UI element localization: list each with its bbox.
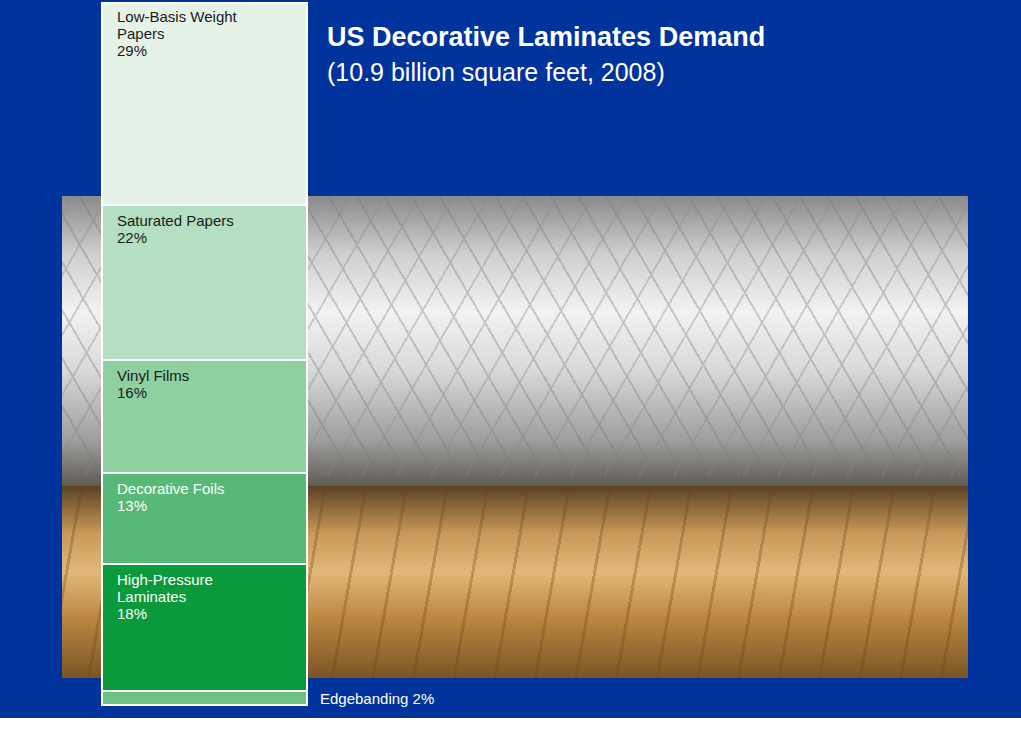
outside-label: Edgebanding 2% (320, 690, 434, 708)
value-label: 13% (117, 497, 242, 514)
title: US Decorative Laminates Demand (327, 22, 765, 53)
segment-label: Decorative Foils13% (117, 480, 242, 514)
value-label: 2% (413, 690, 435, 707)
value-label: 16% (117, 384, 242, 401)
series-name: Decorative Foils (117, 480, 242, 497)
series-name: High-Pressure Laminates (117, 571, 242, 605)
series-name: Vinyl Films (117, 367, 242, 384)
series-name: Edgebanding (320, 690, 408, 707)
subtitle: (10.9 billion square feet, 2008) (327, 58, 665, 87)
segment-label: High-Pressure Laminates18% (117, 571, 242, 622)
value-label: 22% (117, 229, 242, 246)
segment-label: Saturated Papers22% (117, 212, 242, 246)
segment-label: Vinyl Films16% (117, 367, 242, 401)
series-name: Saturated Papers (117, 212, 242, 229)
bar-segment (101, 692, 308, 706)
segment-label: Low-Basis Weight Papers29% (117, 8, 242, 59)
series-name: Low-Basis Weight Papers (117, 8, 242, 42)
value-label: 18% (117, 605, 242, 622)
value-label: 29% (117, 42, 242, 59)
